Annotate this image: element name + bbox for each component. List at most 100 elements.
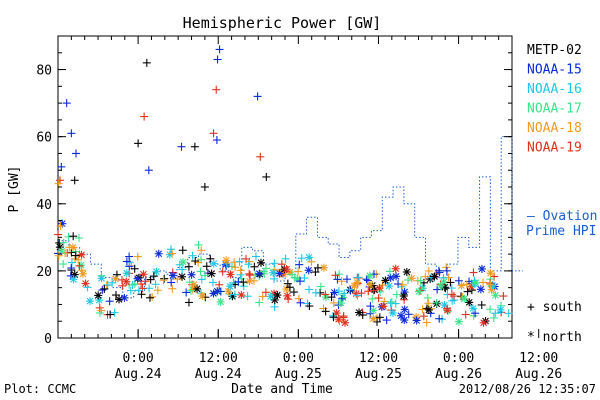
south-point <box>126 286 135 295</box>
north-point <box>486 269 495 278</box>
south-point <box>357 289 366 298</box>
south-point <box>69 232 78 241</box>
south-point <box>191 257 200 266</box>
south-point <box>188 251 197 260</box>
south-point <box>56 176 65 185</box>
south-point <box>283 279 292 288</box>
south-point <box>433 285 442 294</box>
south-point <box>258 292 267 301</box>
x-tick-date-label: Aug.25 <box>275 367 322 382</box>
north-point <box>94 291 103 300</box>
south-point <box>270 274 279 283</box>
north-point <box>369 314 378 323</box>
south-point <box>122 257 131 266</box>
south-point <box>177 142 186 151</box>
south-point <box>141 277 150 286</box>
south-point <box>477 300 486 309</box>
south-point <box>59 260 68 269</box>
x-axis-label: Date and Time <box>231 382 333 397</box>
north-point <box>198 292 207 301</box>
south-point <box>166 245 175 254</box>
north-point <box>496 305 505 314</box>
south-point <box>103 280 112 289</box>
south-point <box>382 316 391 325</box>
north-point <box>69 275 78 284</box>
south-point <box>108 278 117 287</box>
south-point <box>56 222 65 231</box>
y-tick-label: 80 <box>36 64 52 79</box>
ovation-legend-line2: Prime HPI <box>526 224 596 239</box>
north-point <box>179 258 188 267</box>
plot-frame <box>57 35 513 339</box>
north-point <box>78 269 87 278</box>
north-point <box>122 269 131 278</box>
south-point <box>313 263 322 272</box>
south-point <box>386 299 395 308</box>
south-point <box>463 287 472 296</box>
south-point <box>98 286 107 295</box>
north-point <box>120 293 129 302</box>
south-point <box>469 268 478 277</box>
south-point <box>295 260 304 269</box>
south-point <box>110 308 119 317</box>
south-point <box>284 295 293 304</box>
south-point <box>153 286 162 295</box>
south-point <box>305 302 314 311</box>
south-point <box>134 139 143 148</box>
north-point <box>209 289 218 298</box>
south-point <box>397 282 406 291</box>
south-point <box>173 275 182 284</box>
south-point <box>439 273 448 282</box>
south-point <box>64 232 73 241</box>
south-point <box>486 280 495 289</box>
south-point <box>362 275 371 284</box>
south-point <box>54 251 63 260</box>
south-point <box>209 129 218 138</box>
north-point <box>330 288 339 297</box>
north-point <box>168 271 177 280</box>
south-point <box>321 290 330 299</box>
legend-entry: NOAA-17 <box>527 102 582 117</box>
south-point <box>337 277 346 286</box>
south-point <box>422 318 431 327</box>
south-point <box>200 183 209 191</box>
north-point <box>414 287 423 296</box>
north-point <box>81 279 90 288</box>
south-point <box>213 55 222 64</box>
north-point <box>476 285 485 294</box>
south-point <box>447 290 456 299</box>
south-point <box>255 298 264 307</box>
south-point <box>294 267 303 276</box>
south-point <box>251 252 260 261</box>
x-tick-time-label: 12:00 <box>519 351 558 366</box>
north-point <box>226 282 235 291</box>
footer-plot-credit: Plot: CCMC <box>4 382 76 396</box>
south-point <box>334 287 343 296</box>
north-point <box>388 308 397 317</box>
north-point <box>341 318 350 327</box>
south-point <box>256 152 265 161</box>
north-point <box>305 253 314 262</box>
south-point <box>479 278 488 287</box>
x-tick-time-label: 0:00 <box>443 351 474 366</box>
south-point <box>134 286 143 295</box>
south-point <box>239 278 248 287</box>
south-point <box>215 45 224 54</box>
south-point <box>208 278 217 287</box>
south-point <box>168 249 177 258</box>
south-point <box>311 268 320 277</box>
x-tick-date-label: Aug.26 <box>515 367 562 382</box>
chart-title: Hemispheric Power [GW] <box>183 14 382 32</box>
south-point <box>130 264 139 273</box>
south-point <box>59 238 68 247</box>
south-point <box>316 282 325 291</box>
north-point <box>400 316 409 325</box>
south-point <box>167 278 176 287</box>
north-point <box>436 281 445 290</box>
x-tick-time-label: 0:00 <box>122 351 153 366</box>
north-point <box>154 249 163 258</box>
symbol-legend-entry: * north <box>527 330 582 345</box>
north-point <box>282 265 291 274</box>
y-axis-label: P [GW] <box>7 166 22 213</box>
